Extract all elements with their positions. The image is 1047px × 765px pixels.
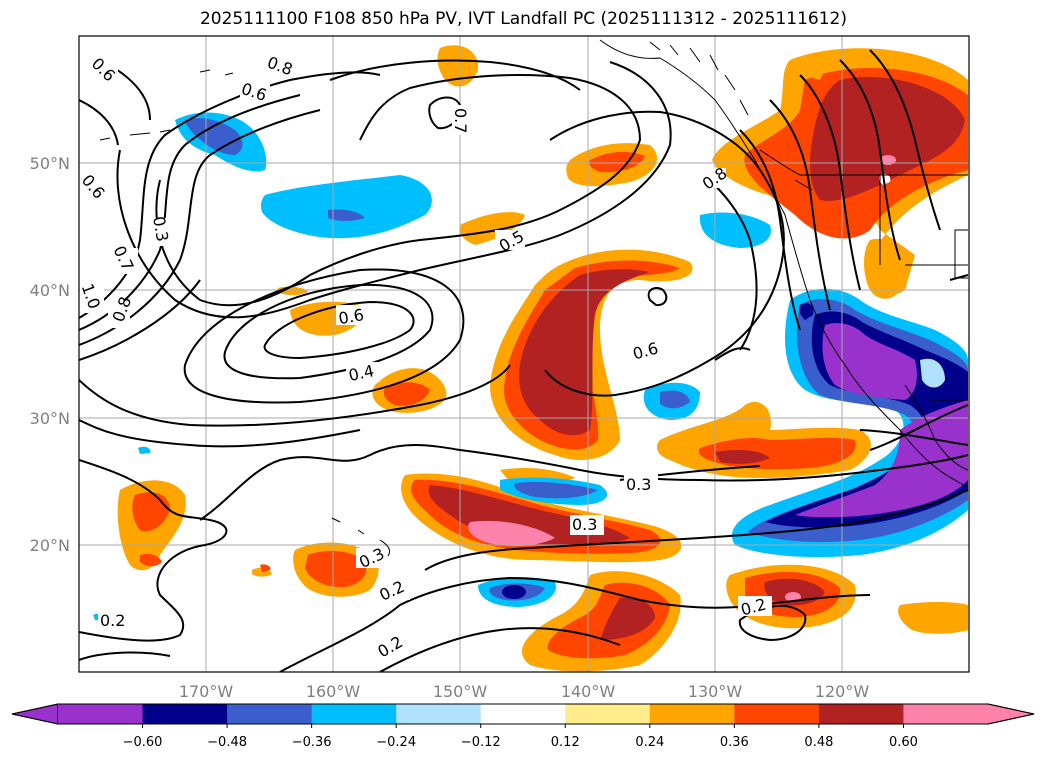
colorbar: −0.60 −0.48 −0.36 −0.24 −0.12 0.12 0.24 0.36 0.4… <box>11 703 1035 750</box>
colorbar-swatch <box>565 704 651 724</box>
lat-tick-label: 20°N <box>30 536 70 555</box>
colorbar-tick-label: 0.12 <box>551 735 580 750</box>
lon-tick-label: 170°W <box>179 682 234 701</box>
colorbar-tick-label: −0.24 <box>376 735 416 750</box>
lon-tick-label: 120°W <box>815 682 870 701</box>
contour-label: 0.2 <box>100 611 125 630</box>
contour-label: 0.3 <box>626 475 651 494</box>
colorbar-extend-right <box>987 703 1035 725</box>
longitude-axis: 170°W 160°W 150°W 140°W 130°W 120°W <box>179 682 870 701</box>
map-plot-area: 0.6 0.8 0.6 0.7 0.6 0.3 0.7 1.0 0.8 0.8 … <box>79 36 969 672</box>
colorbar-tick-label: −0.12 <box>461 735 501 750</box>
map-frame <box>78 35 970 673</box>
lon-tick-label: 130°W <box>688 682 743 701</box>
colorbar-swatch <box>734 704 820 724</box>
contour-label: 0.4 <box>347 361 376 385</box>
colorbar-swatch <box>903 704 989 724</box>
colorbar-swatch <box>142 704 228 724</box>
colorbar-extend-left <box>11 703 59 725</box>
colorbar-tick-label: −0.36 <box>292 735 332 750</box>
colorbar-swatch <box>58 704 144 724</box>
colorbar-swatch <box>480 704 566 724</box>
colorbar-tick-label: −0.48 <box>207 735 247 750</box>
colorbar-swatch <box>396 704 482 724</box>
colorbar-tick-label: 0.36 <box>720 735 749 750</box>
colorbar-tick-label: 0.24 <box>635 735 664 750</box>
contour-label: 0.7 <box>451 108 470 133</box>
pv-shading <box>93 45 968 672</box>
latitude-axis: 50°N 40°N 30°N 20°N <box>30 154 70 555</box>
gridlines <box>79 36 969 672</box>
colorbar-swatch <box>311 704 397 724</box>
colorbar-swatch <box>227 704 313 724</box>
lat-tick-label: 50°N <box>30 154 70 173</box>
lon-tick-label: 150°W <box>433 682 488 701</box>
lat-tick-label: 40°N <box>30 281 70 300</box>
lon-tick-label: 140°W <box>561 682 616 701</box>
contour-label: 0.3 <box>149 215 172 243</box>
lat-tick-label: 30°N <box>30 409 70 428</box>
contour-label: 0.6 <box>337 305 365 328</box>
colorbar-swatch <box>818 704 904 724</box>
map-title: 2025111100 F108 850 hPa PV, IVT Landfall… <box>199 9 847 29</box>
lon-tick-label: 160°W <box>306 682 361 701</box>
contour-label: 0.3 <box>572 515 597 534</box>
colorbar-tick-label: 0.60 <box>889 735 918 750</box>
colorbar-outline <box>11 703 1035 725</box>
colorbar-tick-label: −0.60 <box>123 735 163 750</box>
colorbar-swatch <box>649 704 735 724</box>
colorbar-tick-label: 0.48 <box>804 735 833 750</box>
